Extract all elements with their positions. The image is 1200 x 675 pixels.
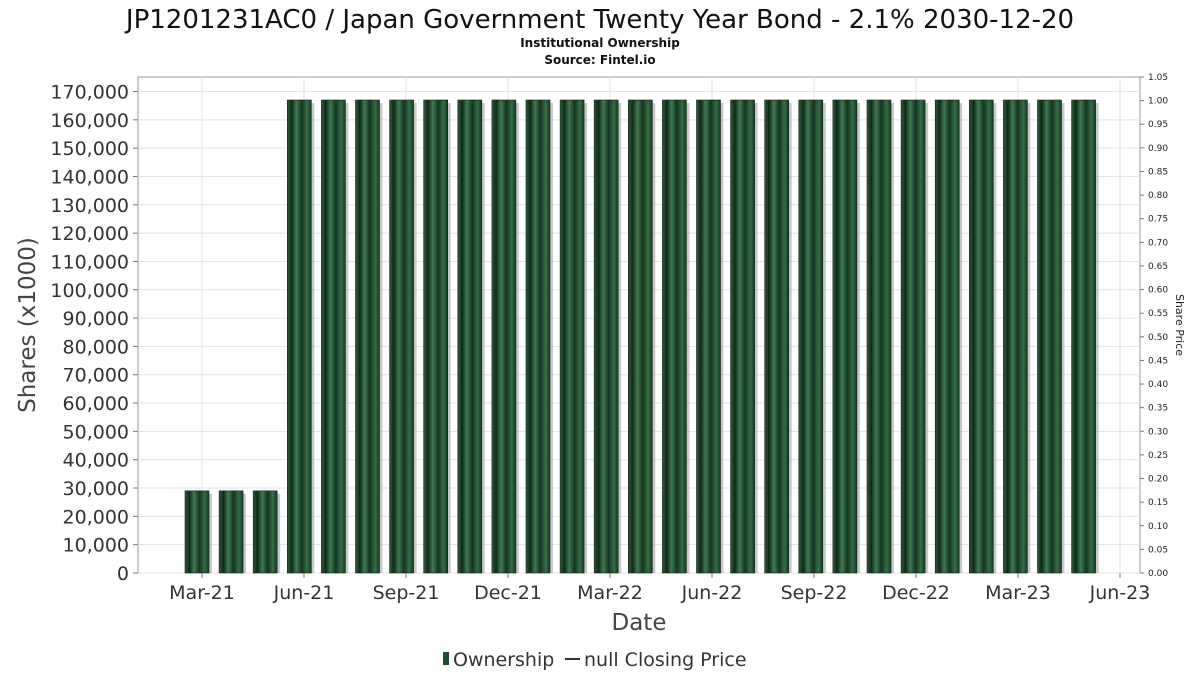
x-tick-label: Dec-21	[474, 582, 542, 604]
ownership-bar	[286, 99, 312, 574]
y2-tick-label: 0.00	[1148, 569, 1168, 579]
y-tick-label: 170,000	[50, 82, 129, 104]
x-tick-label: Jun-22	[681, 582, 743, 604]
ownership-bar	[184, 490, 210, 574]
ownership-bar	[355, 99, 380, 574]
y-tick-label: 60,000	[63, 393, 129, 415]
y2-tick-label: 0.10	[1148, 522, 1168, 532]
y-tick-label: 0	[117, 563, 129, 585]
ownership-bar	[321, 99, 346, 574]
y2-tick-label: 0.35	[1148, 404, 1168, 414]
legend: Ownership null Closing Price	[443, 649, 747, 671]
ownership-bar	[866, 99, 892, 574]
y2-tick-label: 0.85	[1148, 167, 1168, 177]
x-tick-label: Jun-21	[273, 582, 335, 604]
y2-tick-label: 0.75	[1148, 215, 1168, 225]
ownership-bar	[525, 99, 551, 574]
ownership-bar	[900, 99, 926, 574]
y2-tick-label: 0.80	[1148, 191, 1168, 201]
y2-tick-label: 0.20	[1148, 475, 1168, 485]
y2-tick-label: 0.90	[1148, 144, 1168, 154]
ownership-bar	[934, 99, 960, 574]
ownership-bar	[968, 99, 994, 574]
y2-tick-label: 0.05	[1148, 545, 1168, 555]
y2-tick-label: 1.05	[1148, 73, 1168, 83]
ownership-bar	[559, 99, 585, 574]
y2-axis-ticks: 0.00 0.05 0.10 0.15 0.20 0.25 0.30 0.35 0.40 0.45…	[1140, 73, 1168, 579]
y2-tick-label: 0.95	[1148, 120, 1168, 130]
y-tick-label: 40,000	[63, 450, 129, 472]
ownership-bar	[218, 490, 244, 574]
y-tick-label: 100,000	[50, 280, 129, 302]
ownership-bar	[662, 99, 687, 574]
ownership-bar	[423, 99, 449, 574]
ownership-bar	[627, 99, 653, 574]
x-tick-label: Sep-21	[373, 582, 440, 604]
y2-tick-label: 0.25	[1148, 451, 1168, 461]
ownership-bar	[252, 490, 278, 574]
y2-tick-label: 0.30	[1148, 427, 1168, 437]
y-tick-label: 70,000	[63, 365, 129, 387]
ownership-bar	[798, 99, 824, 574]
x-tick-label: Mar-22	[577, 582, 643, 604]
chart-source: Source: Fintel.io	[544, 53, 655, 67]
y2-tick-label: 0.70	[1148, 238, 1168, 248]
x-tick-label: Dec-22	[882, 582, 950, 604]
y-tick-label: 10,000	[63, 535, 129, 557]
y-tick-label: 30,000	[63, 478, 129, 500]
ownership-bar	[696, 99, 721, 574]
y-axis-label: Shares (x1000)	[15, 237, 41, 413]
y-tick-label: 150,000	[50, 138, 129, 160]
y2-tick-label: 1.00	[1148, 97, 1168, 107]
x-tick-label: Jun-23	[1089, 582, 1151, 604]
chart-subtitle: Institutional Ownership	[520, 36, 680, 50]
y-tick-label: 80,000	[63, 336, 129, 358]
y2-tick-label: 0.40	[1148, 380, 1168, 390]
y-tick-label: 50,000	[63, 421, 129, 443]
ownership-bar	[389, 99, 414, 574]
y2-tick-label: 0.55	[1148, 309, 1168, 319]
y2-tick-label: 0.50	[1148, 333, 1168, 343]
ownership-bar	[1037, 99, 1062, 574]
ownership-bar	[730, 99, 755, 574]
y2-tick-label: 0.60	[1148, 286, 1168, 296]
y-tick-label: 130,000	[50, 195, 129, 217]
y2-axis-label: Share Price	[1173, 294, 1186, 356]
ownership-bar	[491, 99, 517, 574]
legend-ownership-swatch	[443, 652, 449, 665]
legend-price-label: null Closing Price	[584, 649, 747, 671]
x-axis-label: Date	[612, 610, 667, 636]
y2-tick-label: 0.15	[1148, 498, 1168, 508]
y-tick-label: 90,000	[63, 308, 129, 330]
ownership-bar	[832, 99, 858, 574]
y2-tick-label: 0.45	[1148, 356, 1168, 366]
x-tick-label: Sep-22	[781, 582, 848, 604]
ownership-bar	[1071, 99, 1096, 574]
ownership-bar	[593, 99, 619, 574]
x-tick-label: Mar-23	[985, 582, 1051, 604]
y-tick-label: 140,000	[50, 166, 129, 188]
y-tick-label: 120,000	[50, 223, 129, 245]
y-tick-label: 160,000	[50, 110, 129, 132]
x-tick-label: Mar-21	[169, 582, 235, 604]
ownership-bar	[1003, 99, 1028, 574]
y2-tick-label: 0.65	[1148, 262, 1168, 272]
legend-ownership-label: Ownership	[453, 649, 554, 671]
y-axis-ticks: 0 10,000 20,000 30,000 40,000 50,000 60,000 70,…	[50, 82, 138, 585]
y-tick-label: 110,000	[50, 251, 129, 273]
ownership-bars	[184, 99, 1099, 574]
y-tick-label: 20,000	[63, 506, 129, 528]
ownership-bar	[764, 99, 790, 574]
ownership-bar	[457, 99, 483, 574]
x-axis-ticks: Mar-21 Jun-21 Sep-21 Dec-21 Mar-22 Jun-22 Sep-…	[169, 573, 1150, 604]
chart-title: JP1201231AC0 / Japan Government Twenty Y…	[124, 5, 1074, 35]
